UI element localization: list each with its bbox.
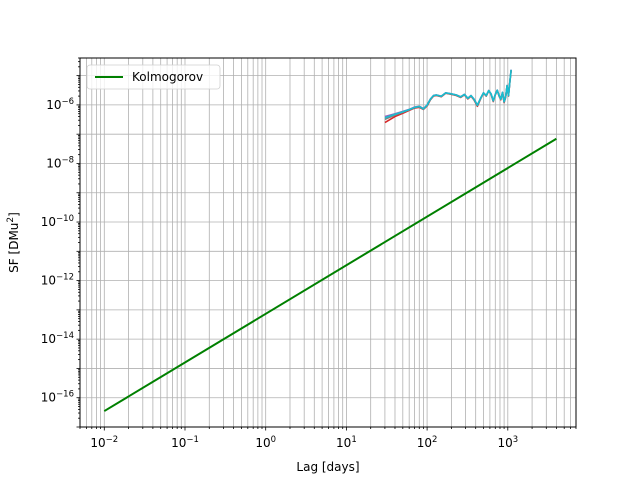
y-tick-label: 10−8 (46, 155, 74, 170)
y-tick-label: 10−14 (41, 331, 74, 346)
y-tick-label-base: 10 (41, 332, 56, 346)
x-tick-label: 101 (336, 435, 357, 450)
y-tick-label-exp: −10 (56, 214, 74, 224)
y-tick-label-exp: −14 (56, 331, 74, 341)
y-tick-label-exp: −12 (56, 273, 74, 283)
x-tick-label: 103 (497, 435, 518, 450)
x-tick-label: 10−1 (171, 435, 199, 450)
y-tick-label: 10−12 (41, 273, 74, 288)
x-tick-label-exp: 0 (271, 435, 276, 445)
x-tick-label-base: 10 (171, 436, 186, 450)
x-tick-label-exp: 3 (513, 435, 518, 445)
x-tick-label: 102 (417, 435, 438, 450)
y-tick-label-exp: −8 (61, 155, 74, 165)
y-tick-label-base: 10 (41, 274, 56, 288)
x-tick-label-base: 10 (417, 436, 432, 450)
legend: Kolmogorov (86, 64, 221, 90)
x-tick-label-base: 10 (336, 436, 351, 450)
x-tick-label-base: 10 (90, 436, 105, 450)
series-layer (103, 69, 557, 412)
y-axis-label: SF [DMu2] (6, 212, 21, 273)
structure-function-line (384, 69, 512, 119)
y-tick-label: 10−10 (41, 214, 74, 229)
x-tick-label-base: 10 (255, 436, 270, 450)
x-tick-label: 10−2 (90, 435, 118, 450)
x-tick-label-exp: −2 (106, 435, 119, 445)
x-axis-label: Lag [days] (296, 460, 359, 474)
x-tick-label-base: 10 (497, 436, 512, 450)
y-axis-label-main: SF [DMu (7, 223, 21, 273)
y-tick-label-base: 10 (46, 98, 61, 112)
y-axis-label-sup: 2 (6, 217, 16, 223)
x-tick-label: 100 (255, 435, 276, 450)
x-tick-label-exp: 1 (351, 435, 356, 445)
ticks: 10−2 10−1 100 101 102 10310−1610−1410−1210−10… (41, 57, 577, 450)
y-tick-label-exp: −16 (56, 390, 74, 400)
y-axis-label-end: ] (7, 212, 21, 217)
y-tick-label-base: 10 (41, 391, 56, 405)
y-tick-label-base: 10 (41, 215, 56, 229)
y-tick-label-base: 10 (46, 156, 61, 170)
x-tick-label-exp: −1 (186, 435, 199, 445)
y-tick-label: 10−6 (46, 97, 74, 112)
y-tick-label-exp: −6 (61, 97, 74, 107)
legend-label: Kolmogorov (132, 70, 203, 84)
kolmogorov-line (103, 137, 557, 412)
x-tick-label-exp: 2 (432, 435, 437, 445)
y-tick-label: 10−16 (41, 390, 74, 405)
legend-box (86, 64, 221, 90)
